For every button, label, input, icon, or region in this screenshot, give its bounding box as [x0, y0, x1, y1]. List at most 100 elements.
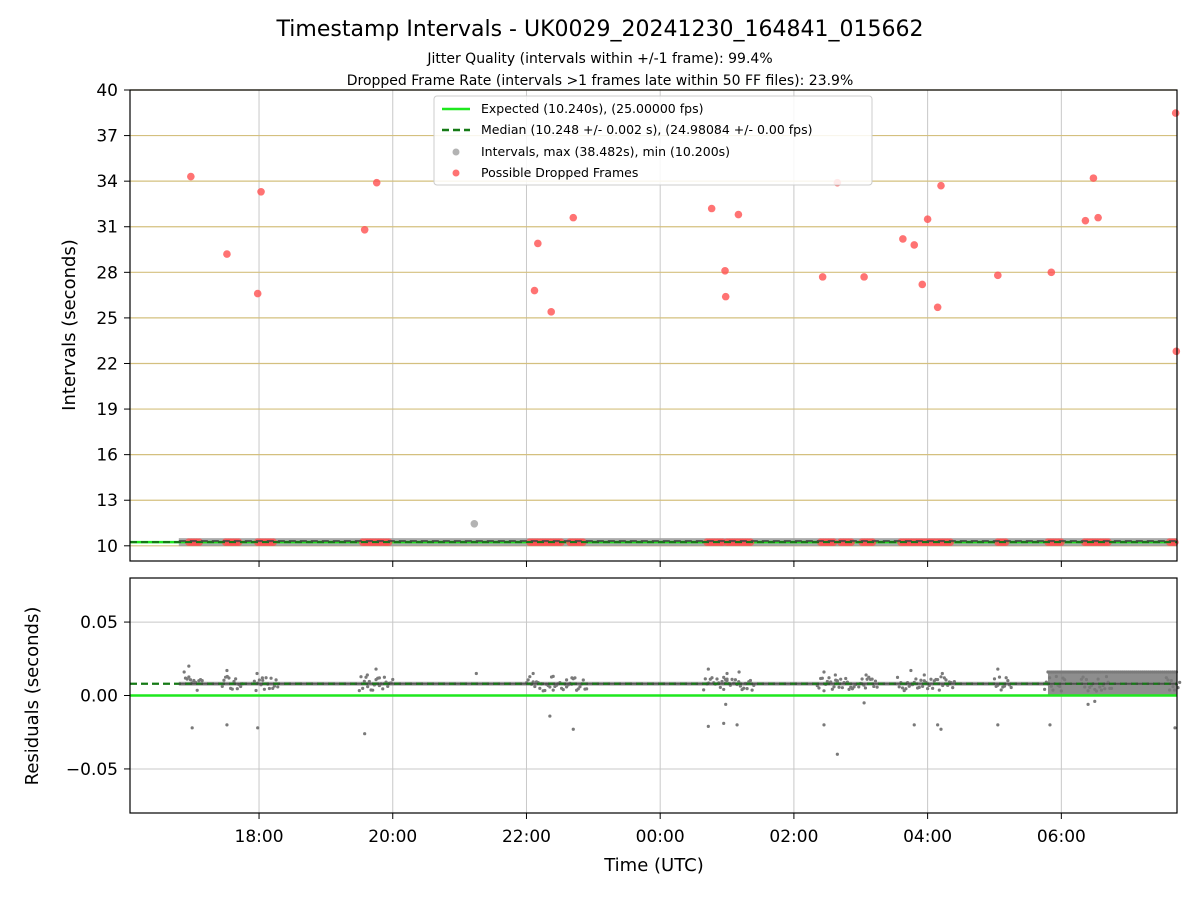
- residual-point: [710, 676, 714, 680]
- intervals-y-tick-label: 13: [96, 491, 118, 511]
- residual-point: [222, 678, 226, 682]
- residual-point: [269, 676, 273, 680]
- residual-point: [581, 678, 585, 682]
- residual-point: [576, 687, 580, 691]
- residual-point: [929, 677, 933, 681]
- dropped-frame-point: [899, 235, 907, 243]
- residual-point: [822, 670, 826, 674]
- residual-point: [737, 670, 741, 674]
- residual-point: [225, 723, 229, 727]
- residual-point: [374, 667, 378, 671]
- dropped-frame-point: [1171, 109, 1180, 117]
- residual-point: [926, 686, 930, 691]
- residual-point: [867, 675, 871, 679]
- residual-point: [999, 688, 1003, 692]
- residual-point: [363, 732, 367, 736]
- residual-point: [361, 686, 365, 690]
- residual-point: [715, 677, 719, 681]
- dropped-frame-point: [707, 204, 716, 213]
- residual-point: [706, 667, 710, 671]
- residual-point: [262, 687, 266, 691]
- residual-point: [909, 668, 913, 673]
- residual-point: [195, 688, 199, 692]
- residual-point: [526, 678, 530, 682]
- dropped-frame-point: [253, 289, 262, 298]
- legend-dropped-swatch: [452, 169, 460, 177]
- residual-point: [528, 675, 532, 679]
- residual-point: [837, 685, 841, 689]
- residual-point: [863, 686, 868, 690]
- residual-point: [256, 726, 260, 730]
- residual-point: [822, 723, 826, 727]
- residual-point: [832, 685, 836, 689]
- residual-point: [706, 724, 710, 728]
- residual-point: [234, 677, 238, 681]
- x-tick-label: 22:00: [502, 827, 551, 847]
- x-tick-label: 00:00: [636, 827, 685, 847]
- residual-point: [735, 723, 739, 727]
- residual-point: [271, 686, 275, 690]
- residual-point: [833, 673, 837, 677]
- residual-point: [225, 668, 229, 673]
- legend-intervals-label: Intervals, max (38.482s), min (10.200s): [481, 144, 730, 159]
- residual-point: [870, 677, 874, 681]
- chart-title: Timestamp Intervals - UK0029_20241230_16…: [276, 17, 924, 42]
- residual-point: [940, 671, 944, 676]
- residual-point: [936, 723, 940, 727]
- residual-point: [817, 686, 821, 690]
- dropped-frame-point: [937, 181, 945, 190]
- residual-point: [900, 686, 905, 690]
- legend-median-label: Median (10.248 +/- 0.002 s), (24.98084 +…: [481, 122, 812, 137]
- residual-point: [944, 678, 948, 682]
- residual-point: [1006, 679, 1010, 683]
- residual-point: [702, 688, 706, 692]
- residual-point: [919, 678, 923, 682]
- residuals-panel: 0.05 0.00 −0.05 18:00 20:00 22:00 00:00 02:00 04…: [66, 577, 1182, 847]
- interval-point: [470, 519, 479, 528]
- residual-point: [904, 687, 908, 691]
- residual-point: [366, 685, 370, 689]
- residual-point: [564, 678, 569, 682]
- residual-point: [533, 684, 537, 689]
- residual-point: [722, 687, 726, 692]
- residual-point: [750, 688, 754, 692]
- residual-point: [551, 688, 555, 692]
- x-tick-label: 20:00: [368, 827, 417, 847]
- residual-point: [187, 664, 191, 668]
- dropped-frame-point: [569, 213, 578, 222]
- legend: Expected (10.240s), (25.00000 fps) Media…: [433, 95, 873, 186]
- residual-point: [578, 685, 582, 689]
- x-tick-label: 06:00: [1037, 827, 1086, 847]
- intervals-y-tick-label: 34: [96, 172, 118, 192]
- residual-point: [895, 675, 900, 679]
- residual-point: [912, 723, 916, 727]
- residual-point: [254, 688, 258, 693]
- residual-point: [200, 679, 204, 683]
- residual-point: [844, 676, 848, 681]
- residual-point: [725, 671, 729, 676]
- residuals-y-tick-label: 0.00: [80, 687, 118, 707]
- residual-point: [936, 677, 940, 682]
- residual-point: [917, 685, 921, 690]
- dropped-frame-point: [721, 267, 729, 275]
- dropped-frame-point: [721, 292, 730, 301]
- residual-point: [862, 701, 866, 705]
- residual-point: [571, 727, 575, 731]
- residual-point: [276, 685, 280, 689]
- residual-point: [997, 675, 1002, 679]
- residuals-y-tick-label: −0.05: [66, 760, 118, 780]
- chart-subtitle-jitter: Jitter Quality (intervals within +/-1 fr…: [426, 51, 772, 67]
- intervals-y-tick-label: 16: [96, 446, 118, 466]
- dropped-frame-point: [1081, 216, 1090, 225]
- residual-point: [1178, 680, 1182, 684]
- residual-point: [531, 671, 535, 676]
- residual-point: [996, 667, 1000, 671]
- residual-point: [561, 688, 565, 692]
- residual-point: [1173, 726, 1177, 730]
- residual-point: [922, 673, 926, 677]
- residual-point: [227, 676, 231, 680]
- legend-dropped-label: Possible Dropped Frames: [481, 165, 638, 180]
- residual-point: [570, 676, 574, 680]
- dropped-frame-point: [933, 303, 942, 312]
- intervals-y-tick-label: 37: [96, 127, 118, 147]
